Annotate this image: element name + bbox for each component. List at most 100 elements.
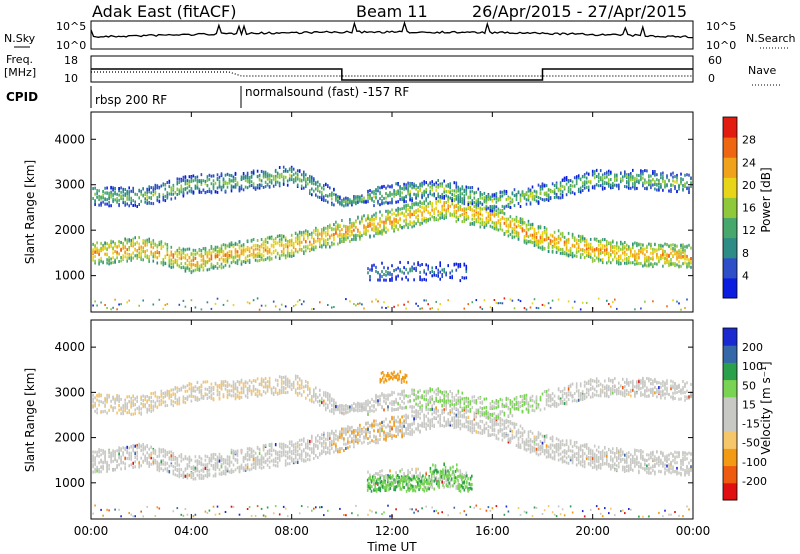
echo-cell [443, 203, 445, 207]
echo-cell [190, 190, 193, 194]
echo-cell [411, 213, 413, 217]
echo-cell [339, 237, 341, 241]
echo-cell [168, 390, 171, 393]
echo-cell [254, 187, 257, 191]
echo-cell [373, 200, 375, 204]
echo-cell [477, 214, 480, 218]
echo-cell [292, 245, 295, 249]
echo-cell [678, 252, 680, 256]
echo-cell [642, 176, 644, 180]
echo-cell [407, 278, 409, 282]
echo-cell [248, 177, 251, 181]
echo-cell [174, 396, 177, 400]
echo-cell [587, 188, 590, 192]
echo-cell [656, 248, 658, 252]
echo-cell [246, 239, 249, 243]
echo-cell [567, 238, 570, 242]
echo-cell [284, 169, 287, 173]
echo-cell [385, 196, 387, 200]
echo-cell [601, 244, 604, 248]
echo-cell [680, 308, 682, 311]
echo-cell [632, 178, 634, 181]
echo-cell [447, 190, 449, 193]
echo-cell [104, 399, 106, 403]
echo-cell [180, 453, 183, 457]
echo-cell [365, 231, 367, 235]
echo-cell [359, 302, 361, 305]
echo-cell [146, 400, 148, 404]
echo-cell [286, 239, 289, 243]
echo-cell [156, 261, 159, 265]
echo-cell [495, 205, 498, 209]
echo-cell [323, 240, 325, 244]
echo-cell [495, 212, 498, 216]
echo-cell [606, 261, 608, 265]
echo-cell [589, 247, 592, 251]
echo-cell [212, 455, 215, 459]
echo-cell [152, 239, 155, 243]
echo-cell [164, 199, 167, 203]
echo-cell [423, 180, 425, 184]
echo-cell [658, 256, 660, 260]
echo-cell [94, 244, 96, 248]
echo-cell [242, 246, 245, 250]
echo-cell [471, 189, 474, 193]
echo-cell [409, 209, 411, 213]
echo-cell [495, 200, 498, 204]
echo-cell [319, 195, 321, 199]
echo-cell [467, 206, 470, 210]
echo-cell [676, 300, 678, 303]
echo-cell [419, 200, 421, 204]
echo-cell [349, 218, 351, 222]
echo-cell [154, 187, 157, 191]
echo-cell [144, 239, 146, 243]
echo-cell [214, 265, 217, 268]
echo-cell [282, 182, 285, 186]
echo-cell [262, 174, 265, 178]
echo-cell [545, 227, 548, 231]
echo-cell [114, 400, 116, 404]
echo-cell [294, 240, 297, 243]
echo-cell [465, 267, 468, 271]
echo-cell [238, 244, 241, 248]
echo-cell [114, 457, 116, 461]
echo-cell [224, 260, 227, 263]
echo-cell [126, 457, 128, 460]
echo-cell [116, 250, 118, 254]
echo-cell [142, 452, 144, 456]
echo-cell [676, 190, 678, 194]
echo-cell [443, 187, 445, 191]
echo-cell [507, 229, 510, 233]
echo-cell [276, 175, 279, 179]
echo-cell [138, 464, 140, 468]
echo-cell [565, 178, 568, 182]
echo-cell [172, 260, 175, 263]
echo-cell [347, 198, 349, 202]
echo-cell [684, 173, 686, 177]
echo-cell [294, 236, 297, 240]
echo-cell [130, 405, 132, 409]
echo-cell [276, 234, 279, 238]
echo-cell [453, 205, 456, 209]
echo-cell [660, 183, 662, 186]
echo-cell [220, 173, 223, 177]
echo-cell [397, 189, 399, 193]
echo-cell [644, 187, 646, 190]
echo-cell [509, 225, 512, 229]
echo-cell [624, 257, 626, 261]
echo-cell [222, 470, 225, 473]
echo-cell [644, 169, 646, 173]
echo-cell [377, 229, 379, 233]
echo-cell [220, 256, 223, 260]
echo-cell [126, 301, 128, 304]
echo-cell [136, 399, 138, 403]
echo-cell [104, 450, 106, 454]
echo-cell [593, 172, 596, 176]
echo-cell [567, 190, 570, 194]
echo-cell [136, 205, 138, 208]
echo-cell [222, 380, 225, 384]
echo-cell [214, 472, 217, 476]
echo-cell [298, 177, 301, 181]
echo-cell [686, 187, 688, 191]
echo-cell [535, 199, 538, 203]
